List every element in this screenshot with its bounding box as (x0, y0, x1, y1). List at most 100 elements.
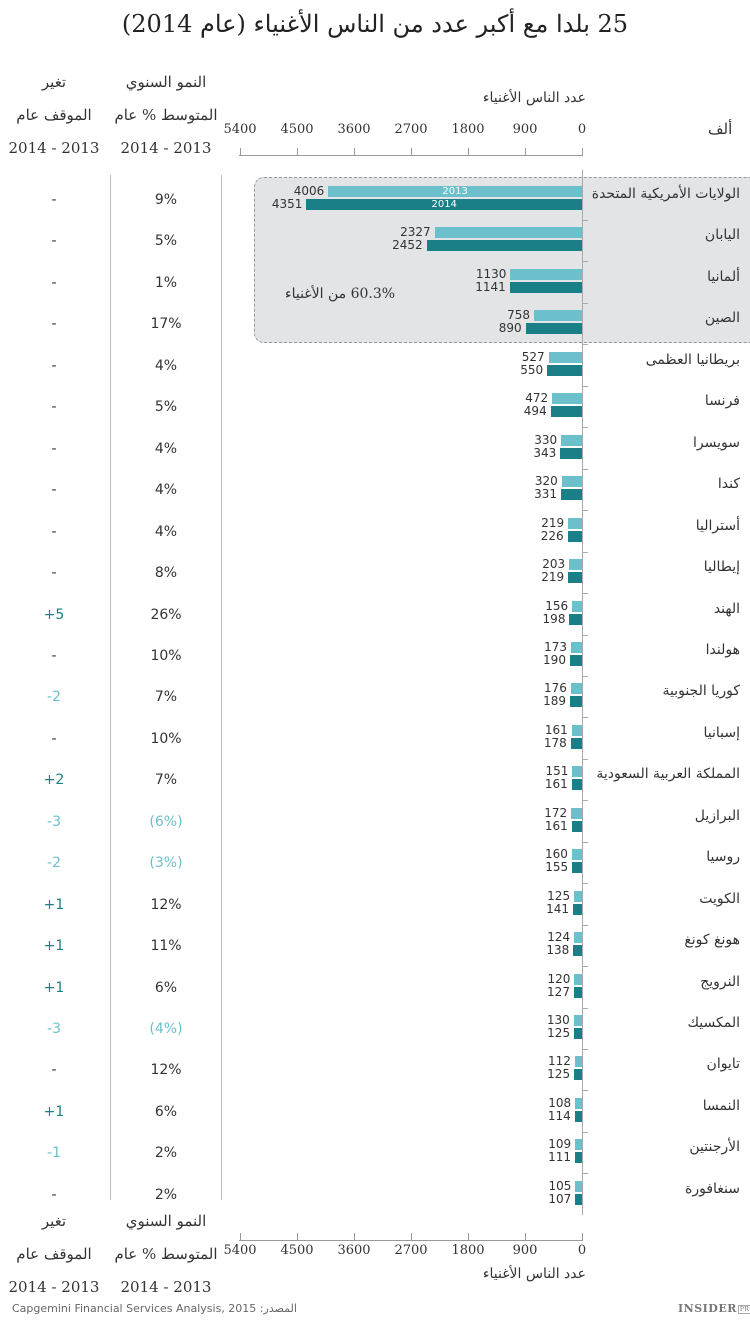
rank-change-value: - (51, 274, 57, 291)
value-2014: 161 (544, 818, 568, 833)
country-name: النمسا (702, 1097, 740, 1114)
zero-baseline (582, 170, 583, 1215)
value-2013: 472 (525, 391, 549, 406)
bar-2013 (510, 268, 582, 280)
value-2014: 2452 (392, 238, 423, 253)
bar-2013 (572, 766, 582, 778)
column-separator-left (110, 175, 111, 1200)
axis-tick (582, 148, 583, 155)
axis-tick (411, 1233, 412, 1240)
growth-header-line1: النمو السنوي (125, 73, 207, 91)
value-2014: 219 (541, 570, 565, 585)
row-divider-tick (582, 841, 588, 843)
rank-change-header-line3: 2014 - 2013 (8, 1278, 100, 1296)
bar-2013 (570, 683, 582, 695)
country-name: ألمانيا (707, 268, 740, 285)
rank-change-value: -3 (47, 813, 61, 830)
growth-value: 12% (150, 896, 182, 913)
bar-2014 (571, 779, 582, 791)
country-name: البرازيل (694, 807, 740, 824)
rank-change-value: - (51, 399, 57, 416)
table-row: 527 550 بريطانيا العظمى 4% - (0, 346, 750, 387)
table-row: 203 219 إيطاليا 8% - (0, 553, 750, 595)
country-name: الصين (704, 310, 740, 327)
growth-value: 7% (154, 772, 178, 789)
country-name: الأرجنتين (689, 1139, 740, 1156)
table-row: 160 155 روسيا (3%) -2 (0, 843, 750, 885)
table-row: 125 141 الكويت 12% +1 (0, 885, 750, 926)
row-divider-tick (582, 551, 588, 553)
bar-2013 (574, 890, 582, 902)
growth-header-line2: المتوسط % عام (114, 1245, 218, 1263)
axis-tick-label: 2700 (394, 1243, 428, 1258)
growth-value: 2% (154, 1145, 178, 1162)
value-2013: 109 (548, 1137, 572, 1152)
axis-tick-label: 4500 (280, 122, 314, 137)
row-divider-tick (582, 924, 588, 926)
bar-2013 (573, 1015, 582, 1026)
rank-change-header-line1: تغير (41, 73, 67, 91)
logo-main-text: INSIDER (678, 1302, 737, 1315)
growth-value: 5% (154, 399, 178, 416)
row-divider-tick (582, 427, 588, 429)
rank-change-value: - (51, 523, 57, 540)
axis-tick-label: 2700 (394, 122, 428, 137)
rank-change-value: - (51, 192, 57, 208)
bar-2013 (434, 227, 582, 239)
value-2013: 124 (547, 930, 571, 945)
axis-tick (468, 1233, 469, 1240)
bar-2013 (552, 393, 582, 405)
country-name: تايوان (706, 1056, 740, 1073)
value-2013: 120 (547, 971, 571, 986)
bar-2014 (550, 406, 582, 418)
rank-change-value: - (51, 233, 57, 250)
bar-2014 (573, 945, 582, 957)
bar-2014: 2014 (306, 199, 582, 210)
rank-change-value: - (51, 1186, 57, 1203)
axis-line (239, 1240, 583, 1241)
axis-tick (525, 148, 526, 155)
row-divider-tick (582, 1007, 588, 1009)
country-name: بريطانيا العظمى (645, 351, 740, 368)
row-divider-tick (582, 1090, 588, 1092)
growth-value: 9% (154, 192, 178, 208)
table-row: 2013 2014 4006 4351 الولايات الأمريكية المتح… (0, 180, 750, 221)
axis-tick-label: 5400 (223, 1243, 257, 1258)
bar-2013 (575, 1139, 582, 1151)
value-2014: 343 (533, 445, 557, 460)
country-name: كوريا الجنوبية (662, 683, 740, 700)
growth-value: 17% (150, 316, 182, 333)
axis-tick-label: 4500 (280, 1243, 314, 1258)
country-name: الهند (713, 600, 740, 617)
value-2014: 550 (520, 362, 544, 377)
rank-change-value: - (51, 1062, 57, 1079)
growth-value: 4% (154, 357, 178, 374)
table-row: 161 178 إسبانيا 10% - (0, 719, 750, 760)
bar-2014 (569, 613, 582, 625)
growth-value: (6%) (149, 813, 183, 830)
growth-value: 10% (150, 730, 182, 747)
bar-2014 (570, 737, 582, 749)
table-row: 219 226 أستراليا 4% - (0, 512, 750, 553)
axis-tick (468, 148, 469, 155)
axis-tick-label: 0 (577, 122, 587, 137)
bar-2013 (575, 1097, 582, 1109)
country-name: الولايات الأمريكية المتحدة (591, 186, 740, 202)
table-row: 105 107 سنغافورة 2% - (0, 1175, 750, 1216)
table-row: 330 343 سويسرا 4% - (0, 429, 750, 470)
value-2014: 127 (547, 984, 570, 999)
bar-2013 (574, 1056, 582, 1068)
axis-tick (411, 148, 412, 155)
value-2013: 176 (543, 681, 567, 696)
bar-2013 (574, 932, 582, 944)
value-2013: 112 (548, 1054, 571, 1069)
value-2013: 2327 (400, 225, 431, 240)
country-name: روسيا (706, 849, 740, 866)
rank-change-value: - (51, 440, 57, 457)
value-2013: 160 (544, 847, 568, 862)
rank-change-value: - (51, 357, 57, 374)
axis-tick-label: 3600 (337, 1243, 371, 1258)
source-credit: Capgemini Financial Services Analysis, 2… (12, 1302, 297, 1315)
country-name: كندا (717, 476, 740, 493)
rank-change-header-line2: الموقف عام (16, 106, 92, 124)
